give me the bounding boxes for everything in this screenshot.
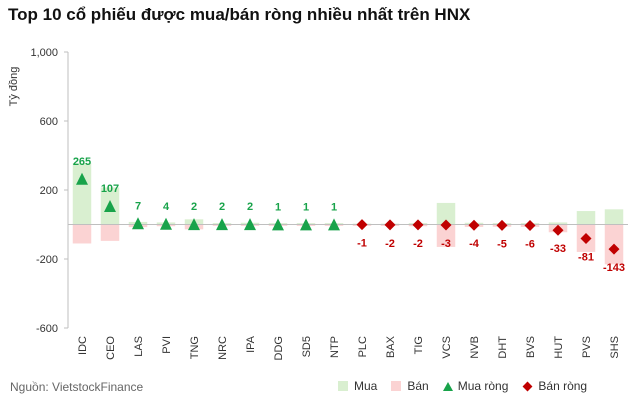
net-sell-marker	[384, 219, 396, 231]
diamond-icon	[522, 381, 533, 391]
net-buy-marker	[216, 218, 228, 231]
data-label: 107	[101, 183, 119, 195]
net-buy-marker	[104, 200, 116, 213]
x-tick-label: BAX	[385, 335, 397, 358]
data-label: 4	[163, 201, 170, 213]
data-label: -143	[603, 262, 625, 274]
net-buy-marker	[328, 218, 340, 231]
net-buy-marker	[300, 218, 312, 231]
x-tick-label: SHS	[609, 336, 621, 359]
legend-item-sell: Bán	[391, 379, 429, 393]
x-tick-label: SD5	[301, 336, 313, 357]
buy-bar	[548, 222, 568, 225]
sell-swatch-icon	[391, 381, 402, 391]
x-tick-label: PVI	[161, 336, 173, 354]
buy-bar	[576, 211, 596, 225]
data-label: 265	[73, 156, 91, 168]
x-tick-label: BVS	[525, 336, 537, 358]
y-tick-label: 600	[40, 116, 58, 128]
legend-item-net-sell: Bán ròng	[522, 379, 587, 393]
data-label: 1	[303, 201, 309, 213]
x-tick-label: NRC	[217, 336, 229, 360]
y-tick-label: 200	[40, 185, 58, 197]
data-label: -2	[385, 238, 395, 250]
legend-label-net-buy: Mua ròng	[457, 379, 509, 393]
data-label: -6	[525, 239, 535, 251]
buy-bar	[604, 209, 624, 225]
data-label: 1	[275, 201, 281, 213]
net-sell-marker	[356, 219, 368, 231]
y-axis-label: Tỷ đồng	[8, 67, 20, 107]
net-buy-marker	[188, 218, 200, 231]
net-sell-marker	[552, 224, 564, 236]
net-buy-marker	[244, 218, 256, 231]
x-tick-label: TNG	[189, 336, 201, 359]
net-sell-marker	[440, 219, 452, 231]
sell-bar	[72, 224, 92, 244]
legend: Mua Bán Mua ròng Bán ròng	[338, 379, 587, 393]
net-buy-marker	[76, 172, 88, 185]
net-buy-marker	[132, 217, 144, 230]
data-label: 1	[331, 201, 337, 213]
legend-label-sell: Bán	[407, 379, 429, 393]
net-sell-marker	[580, 232, 592, 244]
data-label: -33	[550, 243, 566, 255]
data-label: 7	[135, 200, 141, 212]
chart-title: Top 10 cổ phiếu được mua/bán ròng nhiều …	[8, 5, 471, 24]
buy-swatch-icon	[338, 381, 348, 391]
net-buy-marker	[160, 217, 172, 230]
net-sell-marker	[468, 219, 480, 231]
x-tick-label: PVS	[581, 336, 593, 358]
x-tick-label: PLC	[357, 336, 369, 357]
data-label: -3	[441, 238, 451, 250]
data-label: -5	[497, 238, 507, 250]
buy-bar	[72, 163, 92, 225]
x-tick-label: DHT	[497, 336, 509, 359]
x-tick-label: CEO	[105, 336, 117, 360]
x-tick-label: IPA	[245, 335, 257, 353]
data-label: -81	[578, 251, 594, 263]
x-tick-label: VCS	[441, 336, 453, 359]
net-buy-marker	[272, 218, 284, 231]
x-tick-label: TIG	[413, 336, 425, 354]
net-sell-marker	[608, 243, 620, 255]
x-tick-label: HUT	[553, 336, 565, 359]
data-label: 2	[219, 201, 225, 213]
sell-bar	[436, 224, 456, 247]
net-sell-marker	[524, 220, 536, 232]
y-tick-label: -200	[36, 254, 58, 266]
data-label: 2	[247, 201, 253, 213]
legend-label-net-sell: Bán ròng	[538, 379, 588, 393]
source-note: Nguồn: VietstockFinance	[10, 380, 144, 394]
x-tick-label: NTP	[329, 336, 341, 358]
y-tick-label: 1,000	[30, 47, 58, 59]
net-sell-marker	[496, 219, 508, 231]
data-label: -4	[469, 238, 480, 250]
data-label: -1	[357, 238, 367, 250]
triangle-icon	[442, 381, 453, 391]
data-label: -2	[413, 238, 423, 250]
legend-item-net-buy: Mua ròng	[442, 379, 509, 393]
sell-bar	[100, 224, 120, 241]
y-tick-label: -600	[36, 323, 58, 335]
x-tick-label: DDG	[273, 336, 285, 360]
buy-bar	[436, 202, 456, 225]
x-tick-label: NVB	[469, 336, 481, 359]
legend-label-buy: Mua	[354, 379, 378, 393]
legend-item-buy: Mua	[338, 379, 377, 393]
data-label: 2	[191, 201, 197, 213]
x-tick-label: IDC	[77, 336, 89, 355]
x-tick-label: LAS	[133, 336, 145, 357]
net-sell-marker	[412, 219, 424, 231]
